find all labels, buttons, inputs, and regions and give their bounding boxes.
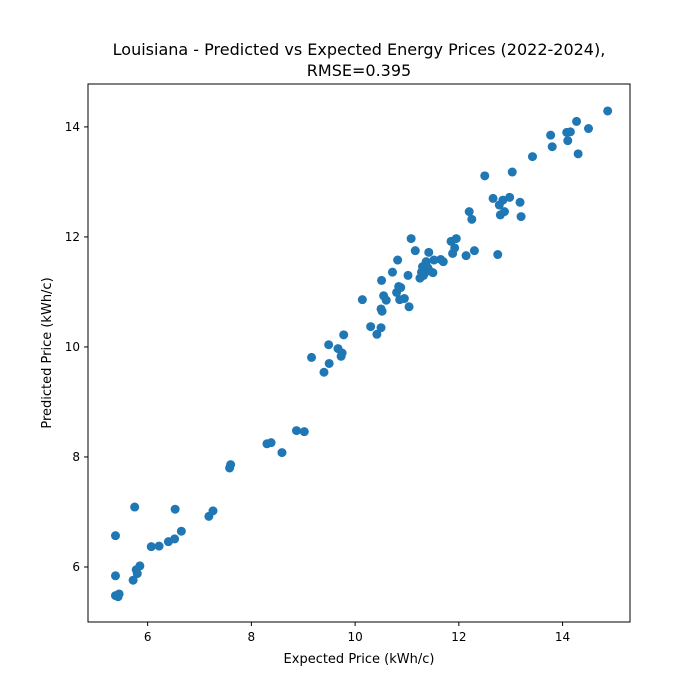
data-point-34 (366, 322, 376, 332)
data-point-24 (299, 427, 309, 437)
y-tick-label: 8 (72, 450, 80, 464)
data-point-39 (377, 275, 387, 285)
data-point-64 (438, 257, 448, 267)
data-point-36 (376, 323, 386, 333)
x-tick-label: 14 (555, 630, 570, 644)
data-point-41 (381, 295, 391, 305)
data-point-5 (128, 575, 138, 585)
ticks-layer: 6 8 10 12 14 6 8 10 12 14 (65, 120, 570, 644)
data-point-93 (603, 106, 613, 116)
data-point-23 (292, 426, 302, 436)
data-point-72 (469, 246, 479, 256)
data-point-6 (130, 502, 140, 512)
data-point-82 (515, 197, 525, 207)
data-point-86 (547, 142, 557, 152)
data-point-26 (319, 367, 329, 377)
x-tick-label: 12 (451, 630, 466, 644)
data-point-70 (464, 207, 474, 217)
data-point-35 (372, 329, 382, 339)
data-point-48 (399, 294, 409, 304)
data-point-19 (226, 460, 236, 470)
data-point-61 (428, 268, 438, 278)
data-point-89 (565, 127, 575, 137)
x-axis-label: Expected Price (kWh/c) (284, 652, 435, 667)
y-tick-label: 6 (72, 560, 80, 574)
data-point-4 (114, 589, 124, 599)
data-point-15 (176, 526, 186, 536)
data-point-52 (410, 246, 420, 256)
data-point-92 (584, 124, 594, 134)
data-point-0 (110, 531, 120, 541)
data-point-38 (377, 306, 387, 316)
data-point-62 (429, 255, 439, 265)
data-point-22 (277, 448, 287, 458)
data-point-51 (406, 234, 416, 244)
data-point-91 (573, 149, 583, 159)
data-point-81 (507, 167, 517, 177)
data-point-25 (307, 352, 317, 362)
data-point-17 (208, 506, 218, 516)
data-point-27 (324, 340, 334, 350)
y-tick-label: 14 (65, 120, 80, 134)
plot-frame (87, 83, 631, 623)
data-point-1 (110, 571, 120, 581)
data-point-67 (450, 243, 460, 253)
data-point-75 (493, 250, 503, 260)
data-point-56 (419, 270, 429, 280)
data-point-68 (451, 234, 461, 244)
x-tick-label: 10 (347, 630, 362, 644)
data-point-21 (266, 438, 276, 448)
data-point-84 (527, 152, 537, 162)
data-point-83 (516, 212, 526, 222)
data-point-13 (170, 534, 180, 544)
data-point-59 (424, 247, 434, 257)
data-point-50 (404, 302, 414, 312)
data-point-90 (572, 116, 582, 126)
data-point-73 (480, 171, 490, 181)
chart-subtitle: RMSE=0.395 (307, 61, 411, 80)
data-point-88 (563, 136, 573, 146)
data-point-49 (403, 270, 413, 280)
data-point-47 (396, 283, 406, 293)
data-point-44 (393, 255, 403, 265)
data-point-33 (357, 295, 367, 305)
y-tick-label: 10 (65, 340, 80, 354)
data-point-9 (135, 561, 145, 571)
x-tick-label: 6 (144, 630, 152, 644)
data-point-69 (461, 251, 471, 261)
y-tick-label: 12 (65, 230, 80, 244)
data-point-11 (154, 541, 164, 551)
data-point-42 (387, 267, 397, 277)
data-point-85 (546, 130, 556, 140)
x-tick-label: 8 (248, 630, 256, 644)
data-point-28 (324, 358, 334, 368)
data-point-71 (467, 214, 477, 224)
data-point-14 (170, 504, 180, 514)
y-axis-label: Predicted Price (kWh/c) (40, 277, 55, 428)
points-layer (110, 106, 613, 602)
data-point-80 (505, 192, 515, 202)
data-point-32 (339, 330, 349, 340)
chart-title: Louisiana - Predicted vs Expected Energy… (113, 40, 606, 59)
data-point-74 (488, 193, 498, 203)
data-point-31 (337, 348, 347, 358)
data-point-10 (146, 542, 156, 552)
data-point-78 (498, 195, 508, 205)
data-point-79 (499, 207, 509, 217)
data-point-8 (132, 569, 142, 579)
